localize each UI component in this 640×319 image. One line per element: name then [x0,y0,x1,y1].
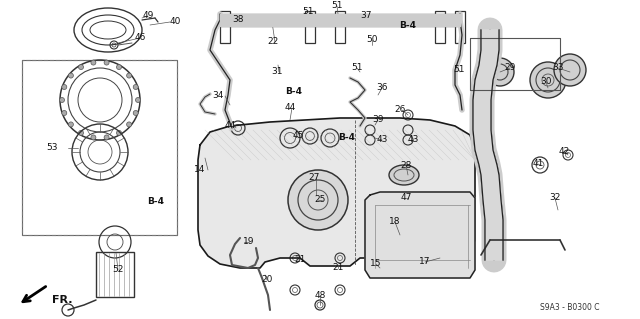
Circle shape [554,54,586,86]
Circle shape [60,98,65,102]
Text: 47: 47 [400,194,412,203]
Text: 25: 25 [314,196,326,204]
Circle shape [91,135,96,140]
Text: 46: 46 [134,33,146,42]
Circle shape [116,130,122,135]
Bar [22,60,177,235]
Circle shape [79,64,83,70]
Text: 21: 21 [332,263,344,272]
Text: 45: 45 [292,131,304,140]
Text: 44: 44 [284,103,296,113]
Bar [220,11,230,43]
Text: 48: 48 [314,292,326,300]
Text: 50: 50 [366,35,378,44]
Text: 36: 36 [376,84,388,93]
Text: 32: 32 [549,194,561,203]
Text: 38: 38 [232,16,244,25]
Circle shape [104,135,109,140]
Text: 44: 44 [225,122,236,130]
Bar [305,11,315,43]
Text: 15: 15 [371,259,381,269]
Text: 30: 30 [540,78,552,86]
Text: 51: 51 [332,2,343,11]
Circle shape [288,170,348,230]
Text: 34: 34 [212,92,224,100]
Circle shape [486,58,514,86]
Text: 18: 18 [389,218,401,226]
Circle shape [68,73,74,78]
Ellipse shape [389,165,419,185]
Text: 43: 43 [376,136,388,145]
Polygon shape [365,192,475,278]
Bar [455,11,465,43]
Text: 40: 40 [170,18,180,26]
Circle shape [91,60,96,65]
Text: 53: 53 [46,144,58,152]
Circle shape [68,122,74,127]
Text: 37: 37 [360,11,372,20]
Bar [22,60,177,235]
Circle shape [62,85,67,90]
Text: 51: 51 [351,63,363,72]
Text: 28: 28 [400,160,412,169]
Circle shape [104,60,109,65]
Text: 39: 39 [372,115,384,124]
Bar [435,11,445,43]
Text: 20: 20 [261,276,273,285]
Text: B-4: B-4 [285,87,303,97]
Text: 42: 42 [558,147,570,157]
Text: 51: 51 [453,65,465,75]
Circle shape [136,98,141,102]
Text: 17: 17 [419,257,431,266]
Text: 14: 14 [195,166,205,174]
Polygon shape [198,118,475,268]
Circle shape [530,62,566,98]
Text: 27: 27 [308,174,320,182]
Text: B-4: B-4 [339,133,355,143]
Circle shape [116,64,122,70]
Text: 52: 52 [112,265,124,275]
Polygon shape [473,30,503,260]
Text: B-4: B-4 [399,21,417,31]
Text: 22: 22 [268,38,278,47]
Text: 19: 19 [243,238,255,247]
Text: 21: 21 [294,256,306,264]
Text: 29: 29 [504,63,516,72]
Text: 43: 43 [407,136,419,145]
Text: 31: 31 [271,68,283,77]
Text: 41: 41 [532,160,544,168]
Text: 26: 26 [394,106,406,115]
Circle shape [79,130,83,135]
Text: B-4: B-4 [147,197,164,206]
Text: FR.: FR. [52,295,72,305]
Circle shape [127,122,132,127]
Circle shape [62,110,67,115]
Text: 51: 51 [302,6,314,16]
Text: 49: 49 [142,11,154,20]
Circle shape [133,110,138,115]
Bar [96,252,134,297]
Bar [335,11,345,43]
Circle shape [133,85,138,90]
Circle shape [127,73,132,78]
Text: 33: 33 [552,63,564,72]
Text: S9A3 - B0300 C: S9A3 - B0300 C [541,303,600,313]
